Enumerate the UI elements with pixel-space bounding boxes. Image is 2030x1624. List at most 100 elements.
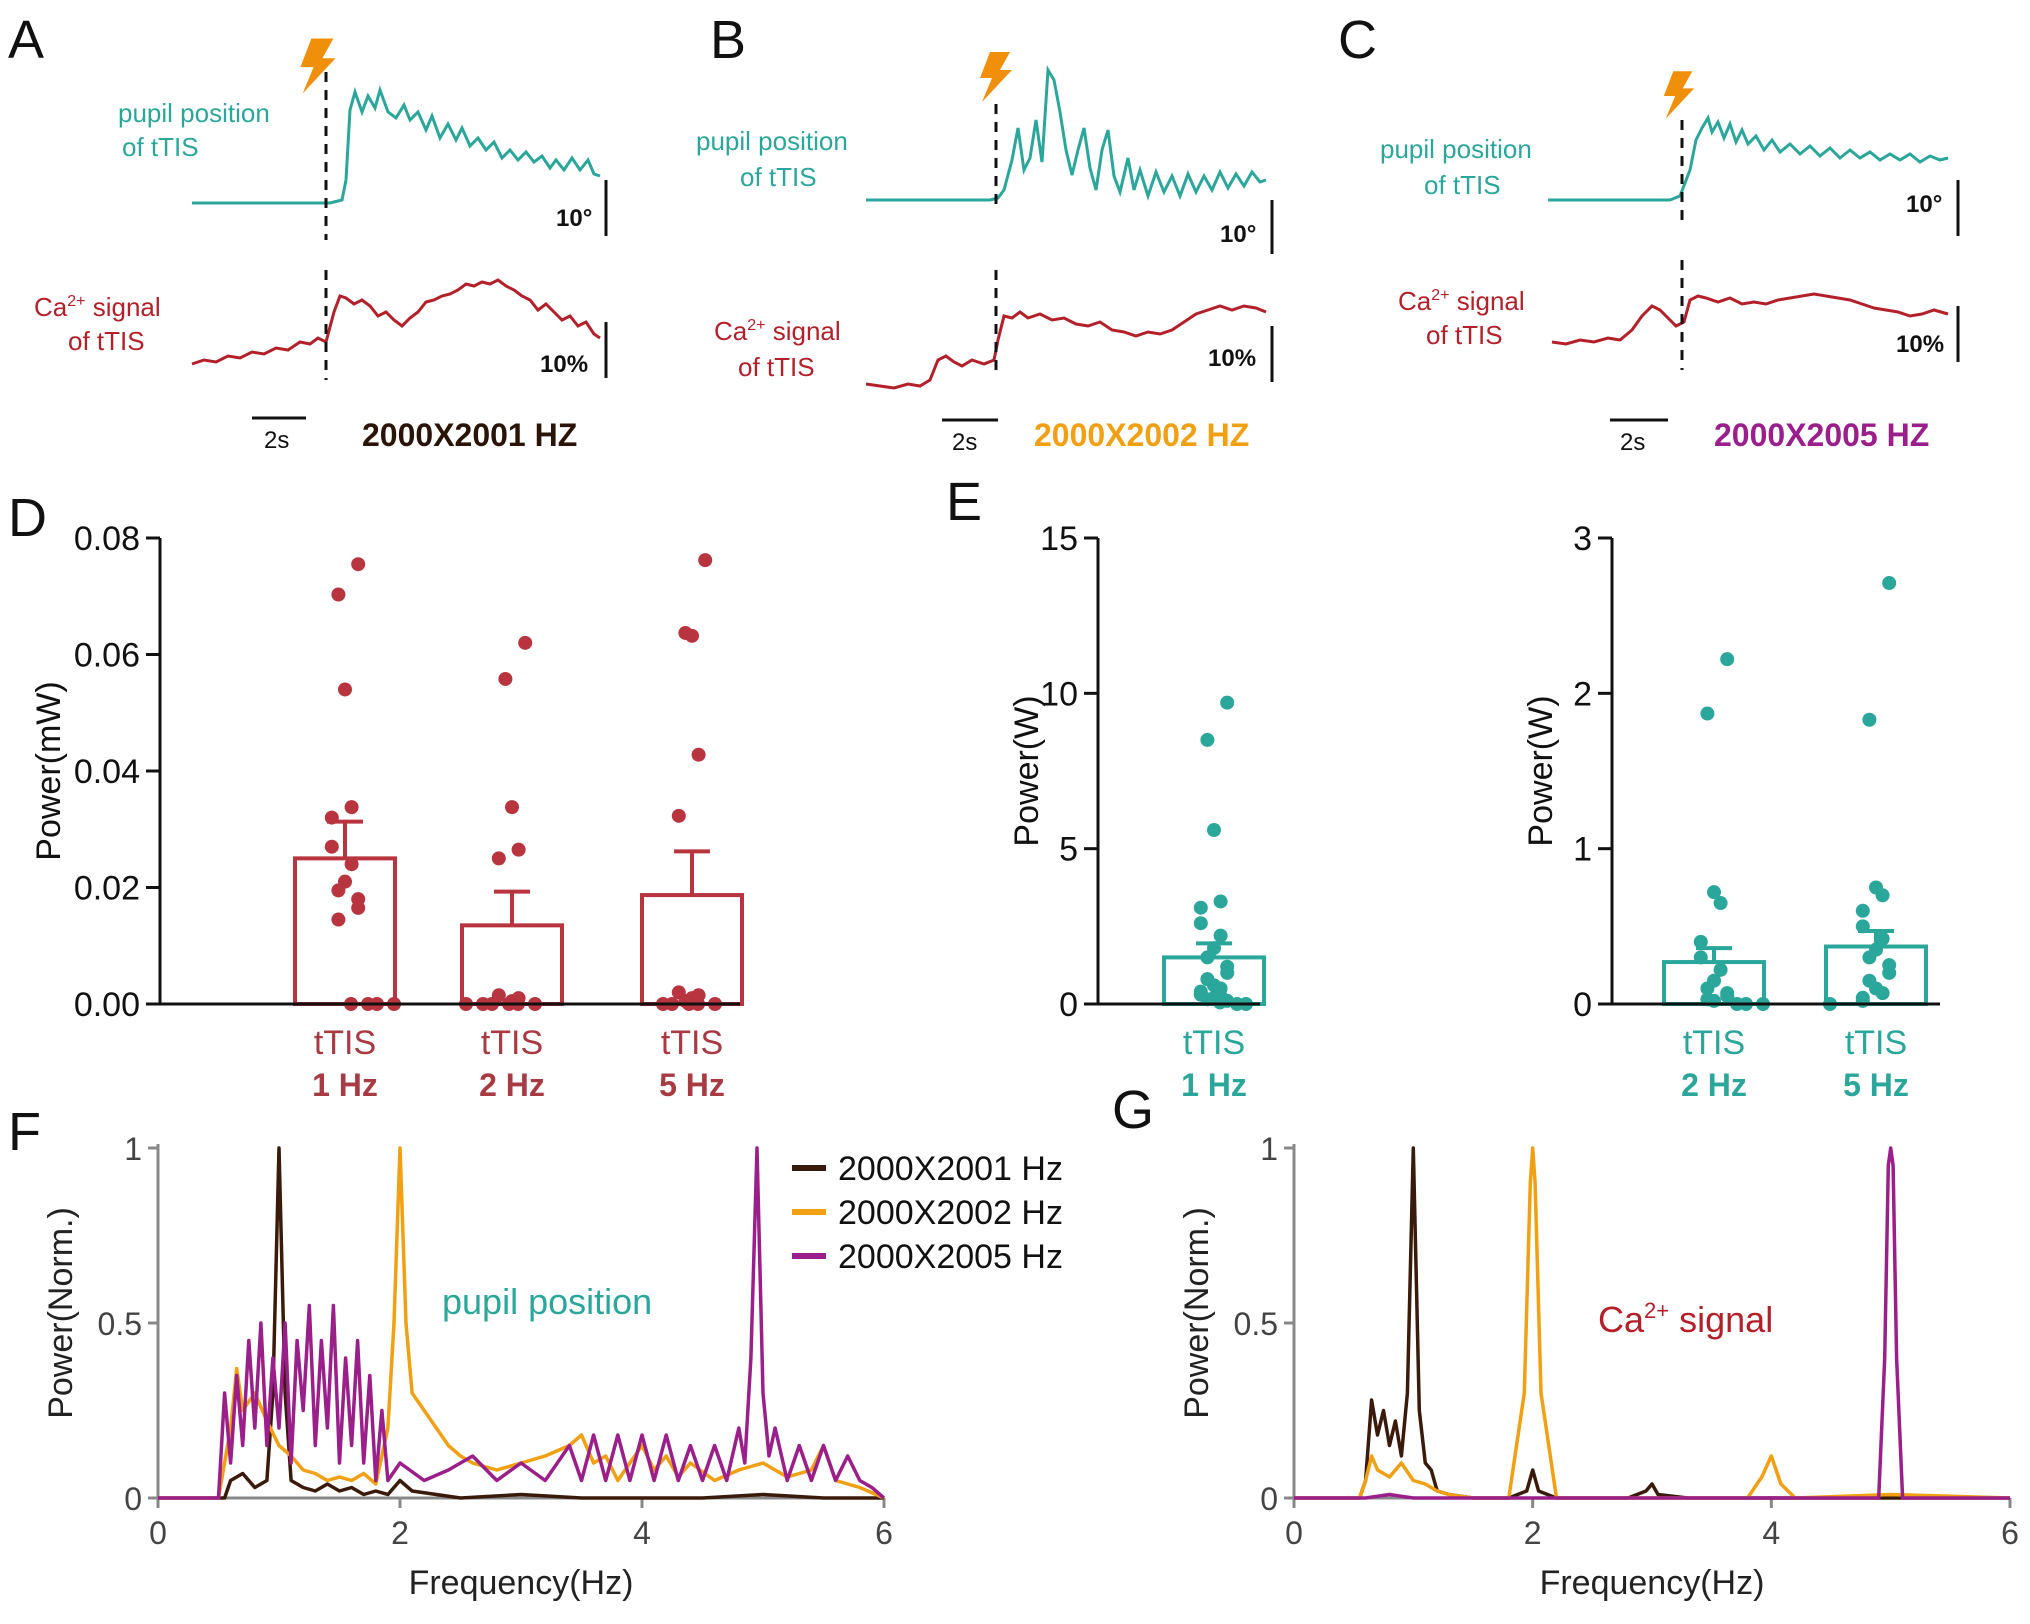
x-tick-label: 6 xyxy=(875,1515,893,1551)
pupil-position-annotation: pupil position xyxy=(442,1281,652,1322)
frequency-title: 2000X2002 HZ xyxy=(1034,417,1249,453)
frequency-title: 2000X2001 HZ xyxy=(362,417,577,453)
ca-label-line1: Ca2+ signal xyxy=(714,316,841,346)
pupil-label-line2: of tTIS xyxy=(740,162,817,192)
data-point xyxy=(491,851,506,866)
data-point xyxy=(1193,916,1208,931)
pupil-label-line1: pupil position xyxy=(118,98,270,128)
data-point xyxy=(1855,993,1870,1008)
data-point xyxy=(1862,950,1877,965)
data-point xyxy=(1855,903,1870,918)
data-point xyxy=(1713,962,1728,977)
pupil-trace xyxy=(192,85,601,205)
data-point xyxy=(324,839,339,854)
lightning-bolt-icon xyxy=(300,38,336,94)
line-chart-g: 0 0.5 1 0 2 4 6 Frequency(Hz) Power(Norm.) xyxy=(1178,1131,2019,1602)
y-tick-label: 0.08 xyxy=(74,520,140,558)
category-label: tTIS xyxy=(1683,1024,1745,1062)
category-label: tTIS xyxy=(481,1024,543,1062)
y-tick-label: 0.5 xyxy=(98,1306,142,1342)
data-point xyxy=(1700,706,1715,721)
y-tick-label: 0.00 xyxy=(74,986,140,1024)
category-label: 1 Hz xyxy=(312,1067,378,1103)
data-point xyxy=(351,557,366,572)
y-tick-label: 3 xyxy=(1573,520,1592,558)
ca-label-line1: Ca2+ signal xyxy=(1398,286,1525,316)
lightning-bolt-icon xyxy=(980,52,1012,102)
data-point xyxy=(344,857,359,872)
y-tick-label: 15 xyxy=(1040,520,1078,558)
data-point xyxy=(1720,652,1735,667)
pupil-label-line2: of tTIS xyxy=(1424,170,1501,200)
x-axis-label: Frequency(Hz) xyxy=(409,1564,634,1602)
panel-letter-f: F xyxy=(8,1102,41,1162)
y-axis-label: Power(mW) xyxy=(30,681,68,860)
lightning-bolt-icon xyxy=(1663,71,1695,119)
panel-letter-d: D xyxy=(8,488,47,548)
panel-letter-a: A xyxy=(8,10,44,70)
category-label: 2 Hz xyxy=(479,1067,545,1103)
bar xyxy=(640,893,744,1007)
data-point xyxy=(671,808,686,823)
y-tick-label: 10 xyxy=(1040,675,1078,713)
y-tick-label: 0 xyxy=(1260,1481,1278,1517)
data-point xyxy=(1220,695,1235,710)
series-line xyxy=(1294,1146,2010,1500)
time-scale-label: 2s xyxy=(264,427,289,454)
data-point xyxy=(1707,885,1721,900)
data-point xyxy=(1862,712,1877,727)
data-point xyxy=(1693,934,1708,949)
data-point xyxy=(698,553,713,568)
data-point xyxy=(1875,888,1890,903)
y-tick-label: 0 xyxy=(1573,986,1592,1024)
y-axis-label: Power(W) xyxy=(1008,695,1046,846)
x-axis-label: Frequency(Hz) xyxy=(1540,1564,1765,1602)
panel-letter-e: E xyxy=(946,472,982,532)
data-point xyxy=(1855,919,1870,934)
data-point xyxy=(1700,981,1715,996)
y-tick-label: 0.04 xyxy=(74,753,140,791)
data-point xyxy=(1875,986,1890,1001)
data-point xyxy=(1200,950,1215,965)
data-point xyxy=(518,635,533,650)
x-tick-label: 2 xyxy=(1524,1515,1542,1551)
category-label: tTIS xyxy=(1183,1024,1245,1062)
pct-scale-label: 10% xyxy=(1208,345,1256,372)
pupil-label-line1: pupil position xyxy=(1380,134,1532,164)
y-axis-label: Power(W) xyxy=(1522,695,1560,846)
legend-label: 2000X2001 Hz xyxy=(838,1150,1063,1188)
time-scale-label: 2s xyxy=(952,429,977,456)
y-tick-label: 0.06 xyxy=(74,637,140,675)
line-chart-f: 0 0.5 1 0 2 4 6 Frequency(Hz) Power(Norm.) 2000X2… xyxy=(42,1131,1063,1602)
data-point xyxy=(1875,931,1890,946)
data-point xyxy=(505,800,519,815)
data-point xyxy=(1693,950,1708,965)
category-label: 5 Hz xyxy=(659,1067,725,1103)
x-tick-label: 0 xyxy=(1285,1515,1303,1551)
data-point xyxy=(344,800,359,815)
legend-label: 2000X2005 Hz xyxy=(838,1238,1063,1276)
x-tick-label: 4 xyxy=(1762,1515,1780,1551)
panel-letter-b: B xyxy=(710,10,746,70)
bar xyxy=(460,923,564,1006)
data-point xyxy=(498,671,513,686)
data-point xyxy=(1713,896,1728,911)
data-point xyxy=(1720,989,1735,1004)
category-label: tTIS xyxy=(661,1024,723,1062)
data-point xyxy=(1213,894,1228,909)
series-line xyxy=(158,1146,886,1500)
panel-letter-c: C xyxy=(1338,10,1377,70)
ca-label-line2: of tTIS xyxy=(1426,320,1503,350)
data-point xyxy=(685,628,699,643)
y-axis-label: Power(Norm.) xyxy=(42,1207,80,1419)
data-point xyxy=(1193,900,1208,915)
x-tick-label: 6 xyxy=(2001,1515,2019,1551)
data-point xyxy=(691,747,706,762)
panel-letter-g: G xyxy=(1112,1080,1154,1140)
bar-chart-e2: 0 1 2 3 Power(W) tTIS 2 Hz tTIS 5 Hz xyxy=(1522,520,1940,1103)
pct-scale-label: 10% xyxy=(540,351,588,378)
ca-label-line2: of tTIS xyxy=(738,352,815,382)
calcium-trace xyxy=(865,304,1267,390)
ca-label-line1: Ca2+ signal xyxy=(34,292,161,322)
data-point xyxy=(1882,576,1897,591)
